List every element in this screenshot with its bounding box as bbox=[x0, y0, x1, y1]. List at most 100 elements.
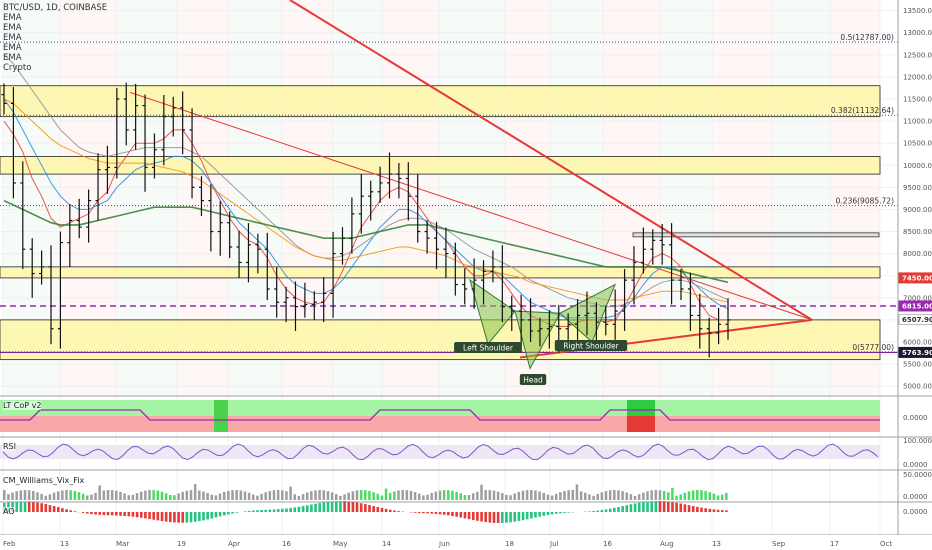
vix-bar bbox=[7, 494, 10, 500]
y-tick-label: 11500.00 bbox=[903, 95, 932, 103]
x-tick-label: 17 bbox=[830, 540, 839, 548]
x-tick-label: 14 bbox=[382, 540, 391, 548]
fib-level-label: 0.382(11132.64) bbox=[831, 106, 894, 115]
ao-bar bbox=[281, 508, 284, 512]
indicator-ema-2[interactable]: EMA bbox=[3, 23, 22, 33]
y-tick-label: 5500.00 bbox=[903, 361, 932, 369]
vix-bar bbox=[413, 492, 417, 500]
ltcop-red-band bbox=[0, 416, 880, 432]
ao-bar bbox=[625, 505, 629, 512]
ao-bar bbox=[567, 512, 570, 513]
ao-bar bbox=[534, 512, 537, 518]
vix-bar bbox=[625, 492, 628, 500]
vix-bar bbox=[355, 490, 359, 500]
symbol-title[interactable]: BTC/USD, 1D, COINBASE bbox=[3, 3, 108, 13]
vix-bar bbox=[69, 490, 72, 500]
ao-bar bbox=[550, 512, 554, 515]
ema-line bbox=[3, 120, 728, 327]
vix-bar bbox=[476, 491, 479, 500]
vix-bar bbox=[654, 490, 658, 500]
vix-bar bbox=[509, 495, 512, 500]
vix-bar bbox=[330, 492, 334, 500]
ltcop-signal bbox=[627, 416, 655, 432]
vix-bar bbox=[550, 495, 554, 500]
y-tick-label: 10500.00 bbox=[903, 140, 932, 148]
fib-level-label: 0.5(12787.00) bbox=[840, 33, 894, 42]
vix-bar bbox=[36, 492, 39, 500]
ao-bar bbox=[330, 501, 334, 512]
vix-bar bbox=[658, 490, 662, 500]
ao-bar bbox=[471, 512, 475, 521]
ao-bar bbox=[650, 501, 653, 512]
vix-bar bbox=[704, 490, 707, 500]
vix-bar bbox=[73, 490, 77, 500]
indicator-crypto[interactable]: Crypto bbox=[3, 63, 32, 73]
vix-bar bbox=[351, 491, 355, 500]
ao-bar bbox=[131, 512, 135, 517]
pane-label-vix[interactable]: CM_Williams_Vix_Fix bbox=[3, 476, 85, 485]
indicator-ema-3[interactable]: EMA bbox=[3, 33, 22, 43]
vix-bar bbox=[488, 490, 492, 500]
vix-bar bbox=[305, 492, 309, 500]
ao-bar bbox=[604, 509, 608, 512]
vix-bar bbox=[19, 490, 23, 500]
vix-bar bbox=[301, 494, 305, 500]
vix-bar bbox=[119, 491, 122, 500]
x-tick-label: Jun bbox=[438, 540, 450, 548]
indicator-ema-1[interactable]: EMA bbox=[3, 13, 22, 23]
indicator-ema-4[interactable]: EMA bbox=[3, 43, 22, 53]
y-tick-label: 9000.00 bbox=[903, 206, 932, 214]
ao-bar bbox=[260, 510, 263, 512]
ao-bar bbox=[135, 512, 139, 518]
vix-bar bbox=[3, 490, 6, 500]
ao-bar bbox=[23, 501, 27, 512]
vix-bar bbox=[322, 490, 326, 500]
y-tick-label: 9500.00 bbox=[903, 184, 932, 192]
vix-bar bbox=[23, 490, 27, 500]
price-badge bbox=[898, 272, 932, 284]
ao-bar bbox=[94, 512, 97, 515]
vix-bar bbox=[438, 490, 442, 500]
vix-tick-low: 0.0000 bbox=[903, 493, 928, 501]
y-tick-label: 8500.00 bbox=[903, 228, 932, 236]
ao-bar bbox=[231, 512, 234, 514]
vix-bar bbox=[633, 495, 637, 500]
ao-bar bbox=[297, 506, 301, 512]
y-tick-label: 12500.00 bbox=[903, 51, 932, 59]
vix-bar bbox=[608, 490, 612, 500]
ao-bar bbox=[675, 502, 678, 512]
ao-bar bbox=[310, 504, 313, 512]
ao-bar bbox=[388, 509, 392, 512]
vix-bar bbox=[480, 484, 483, 500]
vix-bar bbox=[127, 495, 130, 500]
indicator-ema-5[interactable]: EMA bbox=[3, 53, 22, 63]
vix-bar bbox=[588, 494, 591, 500]
rsi-line bbox=[2, 443, 879, 461]
ao-bar bbox=[314, 503, 317, 512]
ao-bar bbox=[554, 512, 558, 514]
support-zone bbox=[0, 156, 881, 175]
ao-bar bbox=[98, 512, 102, 515]
ao-bar bbox=[521, 512, 525, 521]
vix-bar bbox=[642, 492, 645, 500]
y-tick-label: 6000.00 bbox=[903, 338, 932, 346]
vix-bar bbox=[243, 491, 247, 500]
vix-bar bbox=[442, 490, 446, 500]
pane-label-rsi[interactable]: RSI bbox=[3, 442, 16, 451]
ao-bar bbox=[347, 501, 351, 512]
vix-bar bbox=[231, 490, 234, 500]
ao-bar bbox=[86, 512, 89, 514]
ao-bar bbox=[720, 510, 724, 512]
vix-bar bbox=[459, 493, 462, 500]
ao-bar bbox=[613, 507, 616, 512]
fib-level-label: 0(5777.00) bbox=[852, 343, 894, 352]
price-badge bbox=[898, 314, 932, 326]
vix-bar bbox=[546, 494, 550, 500]
vix-bar bbox=[11, 492, 14, 500]
ao-bar bbox=[48, 505, 52, 512]
pane-label-ao[interactable]: AO bbox=[3, 507, 15, 516]
ao-bar bbox=[467, 512, 471, 520]
ao-bar bbox=[301, 506, 305, 512]
pane-label-ltcop[interactable]: LT CoP v2 bbox=[3, 401, 42, 410]
